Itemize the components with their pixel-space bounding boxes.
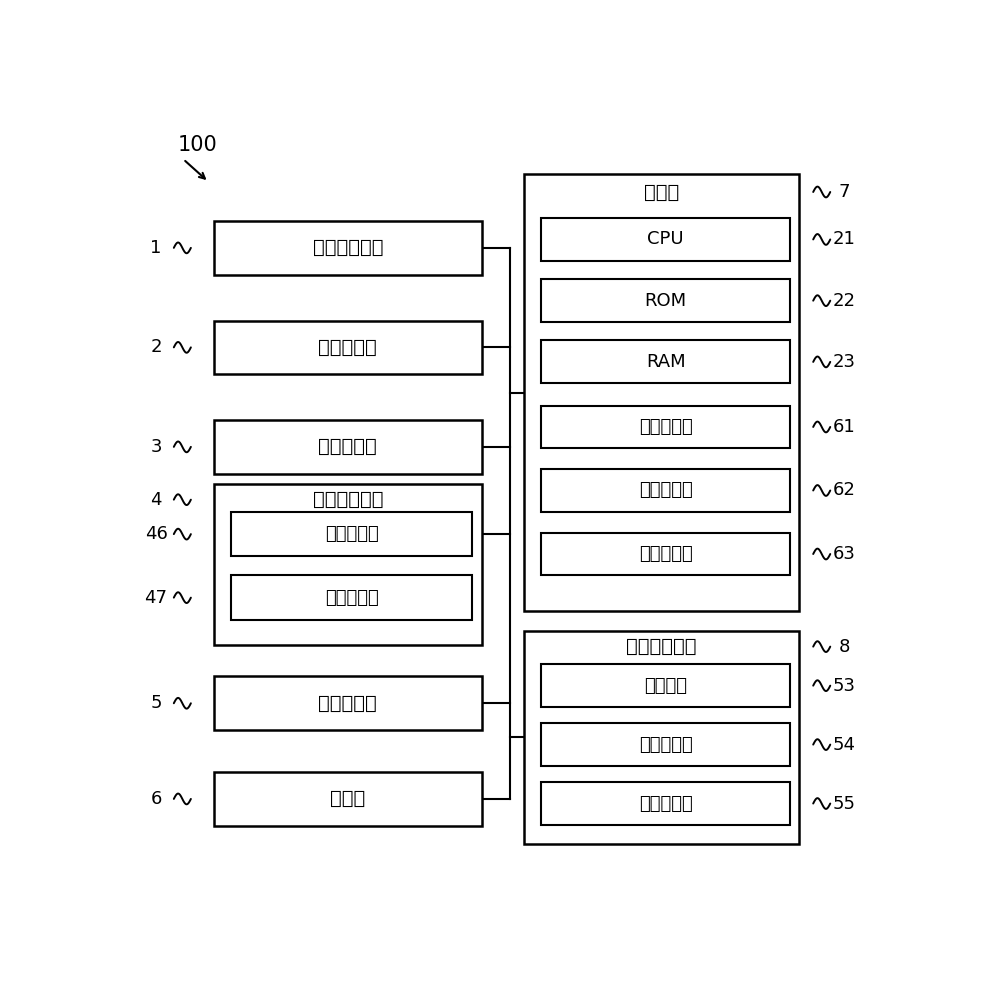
Bar	[541, 664, 790, 707]
Bar	[214, 321, 482, 374]
Text: 6: 6	[150, 790, 162, 808]
Text: 自动供稿装置: 自动供稿装置	[313, 239, 383, 257]
Bar	[214, 221, 482, 274]
Bar	[214, 772, 482, 826]
Text: RAM: RAM	[646, 353, 685, 371]
Text: 第一传感器: 第一传感器	[325, 525, 379, 543]
Text: 5: 5	[150, 694, 162, 713]
Text: 55: 55	[833, 794, 856, 812]
Text: 61: 61	[833, 417, 856, 436]
Bar	[541, 218, 790, 260]
Bar	[524, 174, 799, 610]
Text: 47: 47	[144, 588, 168, 606]
Text: 移动机构: 移动机构	[644, 677, 687, 695]
Text: 第三传感器: 第三传感器	[639, 736, 692, 753]
Bar	[541, 406, 790, 448]
Text: 切换处理部: 切换处理部	[639, 481, 692, 500]
Text: ROM: ROM	[644, 291, 687, 310]
Text: 21: 21	[833, 231, 856, 248]
Text: 操作显示部: 操作显示部	[318, 694, 377, 713]
Bar	[524, 630, 799, 844]
Bar	[541, 724, 790, 766]
Text: 63: 63	[833, 545, 856, 563]
Text: 4: 4	[150, 491, 162, 509]
Bar	[541, 782, 790, 825]
Text: CPU: CPU	[647, 231, 684, 248]
Text: 100: 100	[178, 134, 217, 154]
Text: 8: 8	[839, 637, 850, 656]
Text: 图像形成部: 图像形成部	[318, 437, 377, 456]
Text: 7: 7	[838, 183, 850, 201]
Text: 通知处理部: 通知处理部	[639, 545, 692, 563]
Bar	[214, 420, 482, 474]
Bar	[214, 677, 482, 730]
Bar	[231, 512, 472, 557]
Text: 1: 1	[150, 239, 162, 256]
Text: 薄片体输送部: 薄片体输送部	[313, 490, 383, 509]
Text: 控制部: 控制部	[644, 183, 679, 202]
Bar	[231, 576, 472, 620]
Text: 检测处理部: 检测处理部	[639, 417, 692, 436]
Text: 46: 46	[145, 525, 167, 543]
Bar	[214, 484, 482, 645]
Text: 54: 54	[833, 736, 856, 753]
Bar	[541, 341, 790, 384]
Bar	[541, 469, 790, 512]
Text: 62: 62	[833, 481, 856, 500]
Text: 图像读取部: 图像读取部	[318, 338, 377, 357]
Text: 23: 23	[833, 353, 856, 371]
Text: 22: 22	[833, 291, 856, 310]
Text: 第二传感器: 第二传感器	[325, 588, 379, 606]
Text: 2: 2	[150, 338, 162, 357]
Text: 存储部: 存储部	[330, 789, 365, 808]
Bar	[541, 279, 790, 322]
Bar	[541, 533, 790, 576]
Text: 位置校正单元: 位置校正单元	[626, 637, 697, 656]
Text: 3: 3	[150, 438, 162, 456]
Text: 53: 53	[833, 677, 856, 695]
Text: 移动控制部: 移动控制部	[639, 794, 692, 812]
